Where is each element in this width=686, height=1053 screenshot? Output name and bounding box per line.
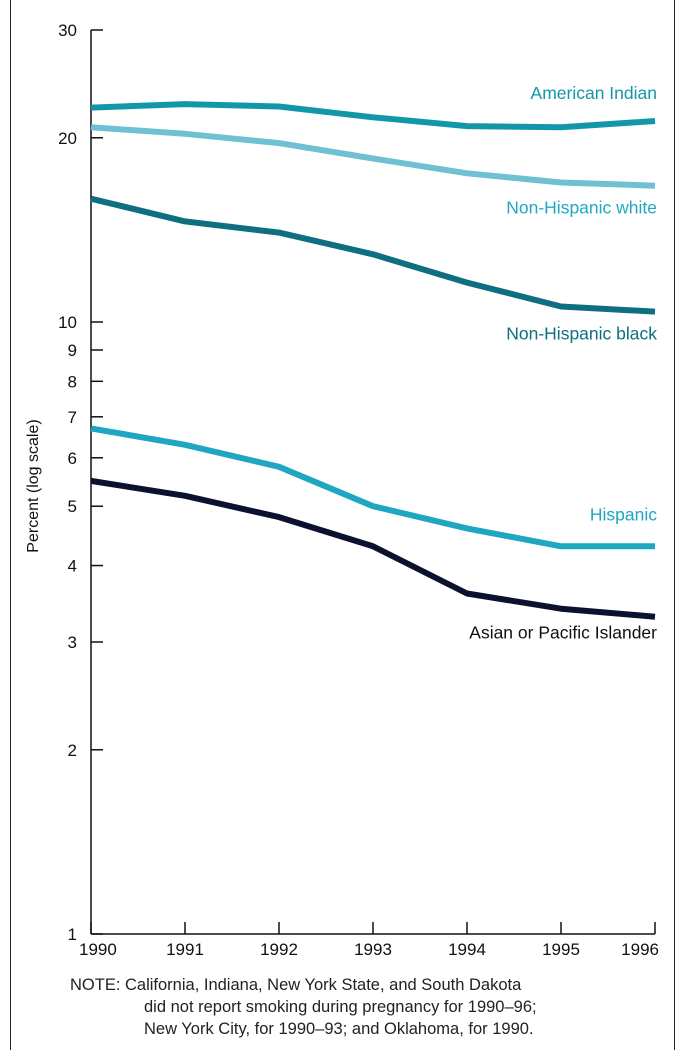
y-tick-label: 3: [68, 633, 77, 652]
x-tick-label: 1992: [260, 940, 298, 959]
y-tick-label: 20: [58, 129, 77, 148]
x-tick-label: 1994: [448, 940, 486, 959]
series-line-asian-or-pacific-islander: [90, 477, 656, 620]
y-tick-label: 5: [68, 497, 77, 516]
x-tick-label: 1990: [79, 940, 117, 959]
series-label: American Indian: [531, 83, 657, 103]
y-axis-title: Percent (log scale): [25, 419, 42, 552]
y-tick-label: 8: [68, 372, 77, 391]
note-line-1: NOTE: California, Indiana, New York Stat…: [70, 976, 522, 994]
series-label: Non-Hispanic white: [506, 198, 657, 218]
figure-frame: [10, 0, 675, 1050]
note-line-3: New York City, for 1990–93; and Oklahoma…: [144, 1020, 534, 1038]
footnote: NOTE: California, Indiana, New York Stat…: [70, 974, 670, 1040]
line-chart: 1 2 3 4 5 6 7 8 9 10 20 30 1990 1991 1992 1993 1994 1995 1…: [25, 21, 659, 959]
series-line-hispanic: [90, 425, 655, 550]
series-label: Hispanic: [590, 504, 657, 524]
y-tick-label: 4: [68, 557, 77, 576]
y-tick-label: 7: [68, 408, 77, 427]
y-tick-label: 10: [58, 313, 77, 332]
series-label: Non-Hispanic black: [506, 324, 657, 344]
note-line-2: did not report smoking during pregnancy …: [144, 998, 537, 1016]
x-tick-label: 1993: [354, 940, 392, 959]
x-tick-label: 1995: [542, 940, 580, 959]
x-tick-label: 1991: [166, 940, 204, 959]
y-tick-label: 2: [68, 741, 77, 760]
series-layer: [90, 101, 656, 620]
series-label: Asian or Pacific Islander: [469, 623, 657, 643]
series-line-non-hispanic-white: [90, 124, 656, 189]
y-tick-label: 30: [58, 21, 77, 40]
series-line-american-indian: [90, 101, 656, 131]
series-labels: American Indian Non-Hispanic white Non-His…: [469, 83, 657, 643]
series-line-non-hispanic-black: [90, 195, 656, 315]
y-tick-label: 1: [68, 925, 77, 944]
y-tick-label: 9: [68, 341, 77, 360]
y-tick-label: 6: [68, 449, 77, 468]
x-tick-label: 1996: [621, 940, 659, 959]
